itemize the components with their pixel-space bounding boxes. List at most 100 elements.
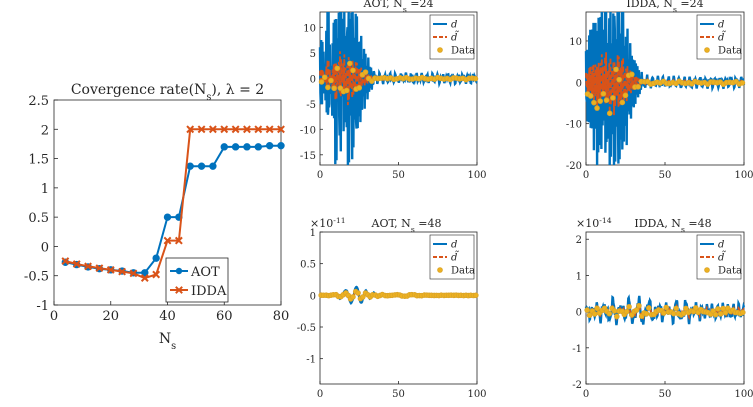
legend-box: [165, 257, 229, 303]
data-point: [740, 309, 746, 316]
data-point: [616, 76, 622, 83]
x-tick-label: 0: [583, 170, 589, 181]
y-tick-label: 0.5: [300, 260, 316, 271]
y-tick-label: -10: [566, 120, 582, 131]
y-tick-label: 2: [576, 235, 582, 246]
point-aot: [254, 143, 262, 151]
legend-label: d: [451, 20, 457, 31]
y-tick-label: -0.5: [24, 270, 49, 285]
point-idda: [72, 260, 81, 268]
y-tick-label: -1: [36, 299, 49, 314]
legend: dd̃ Data: [696, 234, 742, 280]
legend-label: Data: [451, 46, 475, 57]
data-point: [643, 310, 650, 317]
y-tick-label: 1: [576, 271, 582, 282]
data-point: [597, 98, 604, 104]
data-point: [683, 305, 689, 312]
data-point: [472, 75, 479, 82]
legend: dd̃ Data: [429, 14, 475, 60]
x-tick-label: 0: [583, 389, 589, 400]
legend-box: [696, 14, 742, 60]
legend-label: d̃: [718, 250, 726, 263]
data-point: [347, 60, 353, 67]
y-tick-label: 10: [569, 37, 582, 48]
legend-label-aot: AOT: [190, 265, 220, 280]
point-aot: [231, 143, 240, 151]
y-tick-label: 2: [41, 123, 49, 138]
legend-label-idda: IDDA: [191, 284, 227, 299]
x-tick-label: 100: [734, 170, 753, 181]
data-point: [717, 311, 724, 317]
data-point: [343, 87, 350, 94]
point-idda: [140, 274, 149, 282]
data-point: [633, 307, 640, 313]
point-aot: [152, 254, 160, 262]
legend-label: d: [718, 20, 724, 31]
x-tick-label: 50: [392, 170, 405, 181]
data-point: [670, 310, 677, 317]
point-idda: [163, 236, 172, 245]
x-tick-label: 50: [392, 389, 405, 400]
legend-box: [429, 14, 475, 60]
data-point: [325, 84, 331, 91]
y-tick-label: 0: [310, 74, 316, 85]
subplot-title: IDDA, Ns =48: [634, 217, 711, 234]
point-idda: [231, 125, 240, 134]
point-idda: [265, 125, 274, 134]
exponent-label: ×10-14: [576, 216, 612, 231]
y-tick-label: -1: [572, 344, 582, 355]
legend-label: d: [451, 240, 457, 251]
x-tick-label: 100: [467, 389, 486, 400]
subplot-title: AOT, Ns =24: [363, 0, 434, 14]
chart-title: Covergence rate(Ns), λ = 2: [71, 82, 264, 103]
data-point: [619, 99, 626, 106]
point-aot: [141, 269, 149, 277]
legend-marker: [175, 267, 183, 275]
data-point: [586, 312, 593, 319]
data-point: [611, 308, 618, 314]
data-point: [610, 95, 616, 101]
data-point: [646, 305, 652, 311]
point-idda: [129, 269, 138, 278]
series-line-idda: [65, 128, 281, 280]
y-tick-label: 0.5: [28, 211, 49, 226]
point-idda: [95, 264, 104, 273]
point-aot: [277, 141, 285, 150]
data-point: [321, 74, 328, 81]
point-idda: [118, 267, 127, 276]
point-idda: [208, 125, 217, 134]
legend-label: Data: [718, 46, 742, 57]
subplot-title: IDDA, Ns =24: [626, 0, 703, 14]
point-idda: [84, 262, 92, 271]
legend-marker: [175, 286, 183, 294]
data-point: [591, 99, 597, 106]
y-tick-label: -10: [300, 125, 316, 136]
y-tick-label: 1: [310, 228, 316, 239]
y-tick-label: 1: [41, 182, 49, 197]
data-point: [673, 305, 679, 312]
y-tick-label: -20: [566, 161, 582, 172]
x-tick-label: 100: [734, 389, 753, 400]
legend-label: d̃: [451, 250, 459, 263]
legend-label: Data: [718, 266, 742, 277]
legend: dd̃ Data: [696, 14, 742, 60]
data-point: [606, 310, 613, 317]
legend-box: [696, 234, 742, 280]
data-point: [623, 308, 630, 315]
point-aot: [243, 143, 251, 151]
convergence-chart: 0 20 40 60 80 -1 -0.5 0 0.5 1 1.5 2 2.5 Covergence ra…: [24, 82, 289, 352]
point-idda: [106, 265, 115, 274]
data-point: [712, 311, 719, 318]
y-tick-label: 0: [310, 291, 316, 302]
data-point: [328, 77, 334, 84]
data-point: [600, 90, 607, 97]
exponent-label: ×10-11: [310, 216, 346, 231]
y-tick-label: -5: [306, 100, 316, 111]
subplot-aot24: 0 50 100 -15 -10 -5 0 5 10 AOT, Ns =24 dd̃ Data: [300, 0, 487, 181]
data-point: [350, 67, 356, 74]
subplot-aot48: 0 50 100 -1 -0.5 0 0.5 1 AOT, Ns =48 ×10-11 dd̃ Dat…: [297, 216, 487, 401]
x-tick-label: 40: [159, 309, 176, 324]
data-point: [318, 79, 325, 85]
data-point: [594, 305, 600, 312]
